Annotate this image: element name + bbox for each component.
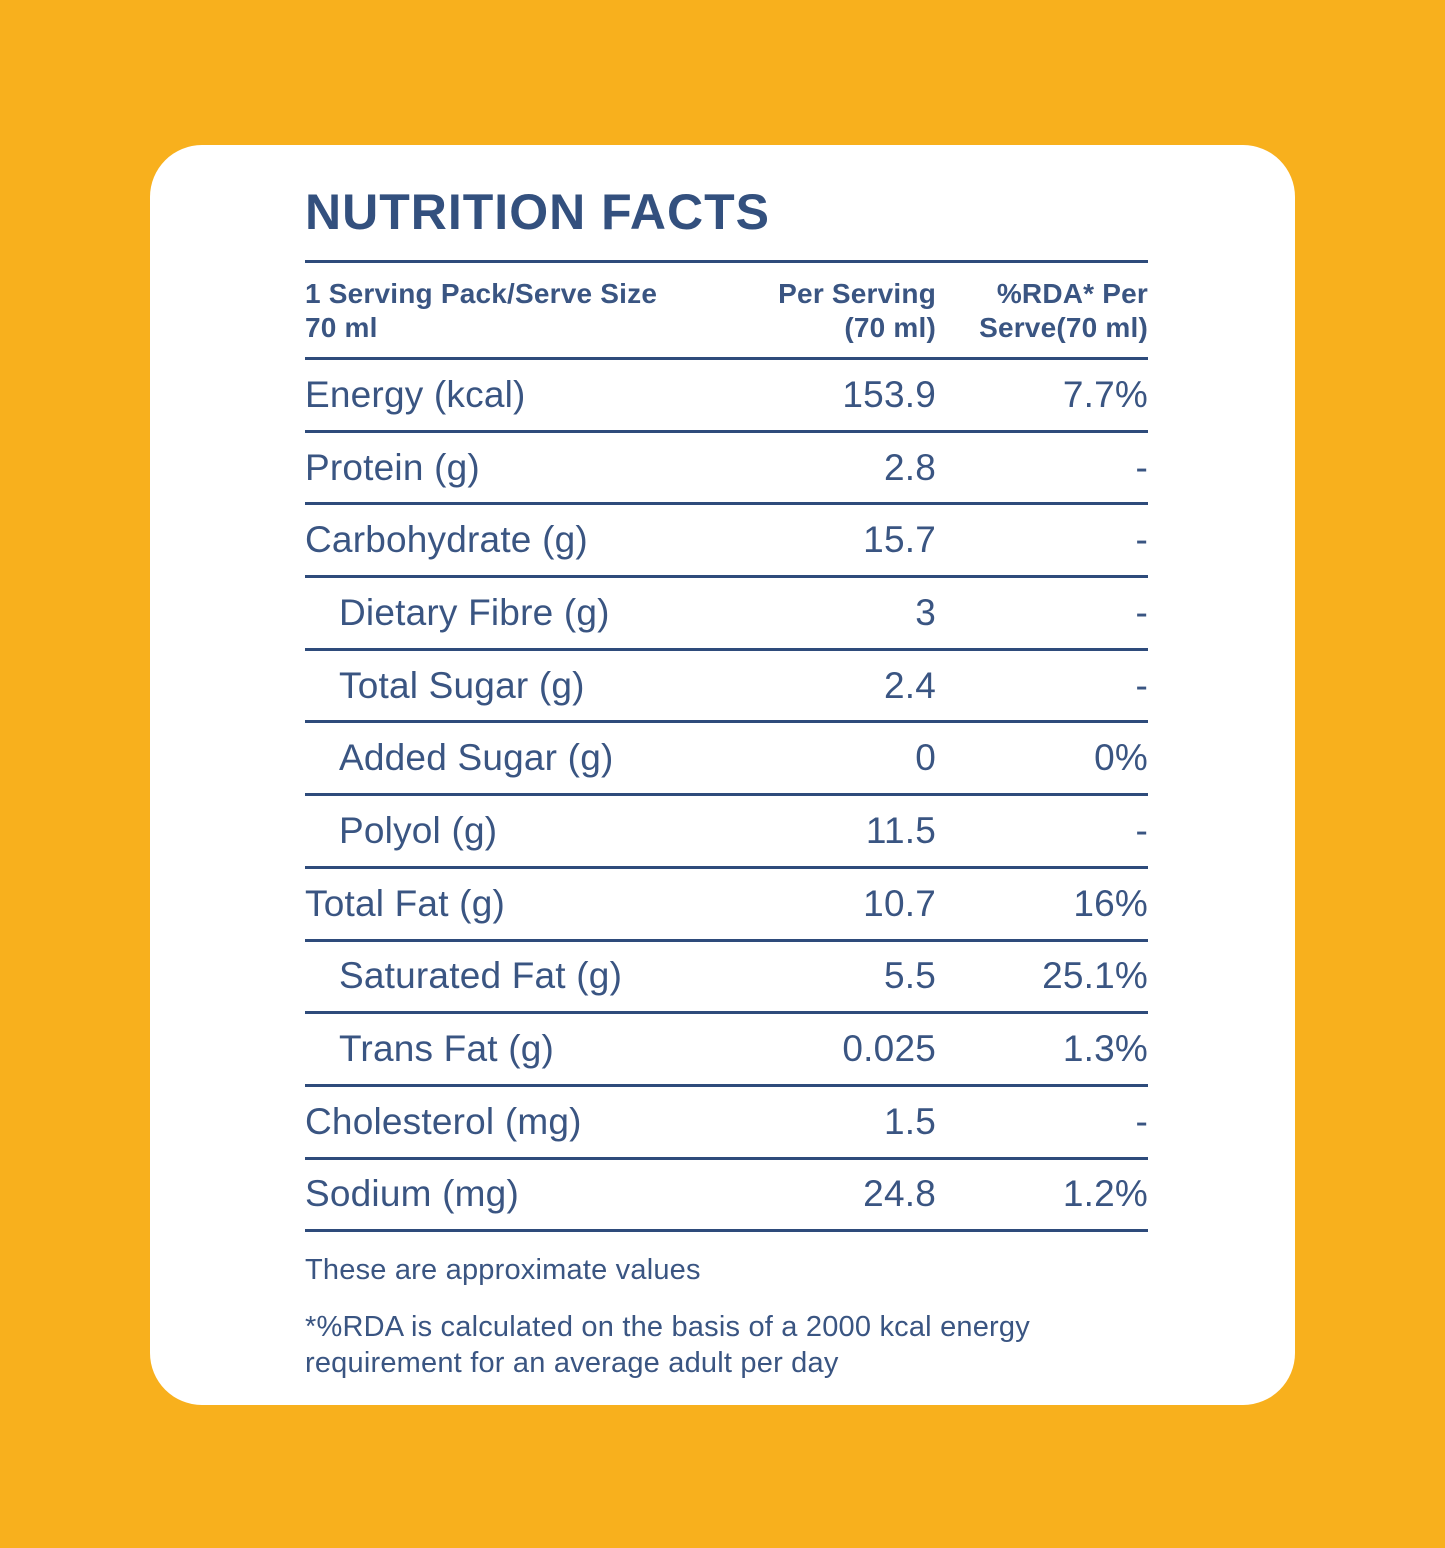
per-serving-value: 3 xyxy=(915,591,936,633)
nutrition-facts-card: NUTRITION FACTS 1 Serving Pack/Serve Siz… xyxy=(150,145,1295,1405)
nutrient-label: Energy (kcal) xyxy=(305,373,526,415)
table-row: Total Sugar (g) 2.4 - xyxy=(305,651,1148,724)
rda-value: - xyxy=(1135,1100,1148,1142)
per-serving-value: 2.8 xyxy=(883,446,936,488)
table-row: Sodium (mg) 24.8 1.2% xyxy=(305,1160,1148,1233)
per-serving-value: 0.025 xyxy=(842,1028,936,1070)
table-row: Energy (kcal) 153.9 7.7% xyxy=(305,360,1148,433)
table-row: Trans Fat (g) 0.025 1.3% xyxy=(305,1014,1148,1087)
rda-value: - xyxy=(1135,664,1148,706)
rda-value: - xyxy=(1135,809,1148,851)
table-row: Saturated Fat (g) 5.5 25.1% xyxy=(305,942,1148,1015)
nutrient-label: Protein (g) xyxy=(305,446,480,488)
approximate-values-note: These are approximate values xyxy=(305,1254,701,1287)
nutrient-label: Sodium (mg) xyxy=(305,1173,519,1215)
page-title: NUTRITION FACTS xyxy=(305,184,770,240)
per-serving-value: 10.7 xyxy=(863,882,936,924)
nutrient-label: Total Fat (g) xyxy=(305,882,505,924)
nutrient-label: Added Sugar (g) xyxy=(339,737,614,779)
table-row: Added Sugar (g) 0 0% xyxy=(305,723,1148,797)
per-serving-value: 5.5 xyxy=(883,955,936,997)
table-row: Total Fat (g) 10.7 16% xyxy=(305,869,1148,942)
table-row: Protein (g) 2.8 - xyxy=(305,433,1148,506)
rda-value: 25.1% xyxy=(1042,955,1148,997)
nutrition-table-body: Energy (kcal) 153.9 7.7% Protein (g) 2.8… xyxy=(305,360,1148,1233)
header-per-serving: Per Serving (70 ml) xyxy=(778,278,936,343)
nutrient-label: Polyol (g) xyxy=(339,809,498,851)
table-row: Cholesterol (mg) 1.5 - xyxy=(305,1087,1148,1160)
table-row: Carbohydrate (g) 15.7 - xyxy=(305,505,1148,579)
rda-value: - xyxy=(1135,519,1148,561)
header-rda: %RDA* Per Serve(70 ml) xyxy=(979,278,1148,343)
rda-value: 7.7% xyxy=(1062,373,1148,415)
table-row: Polyol (g) 11.5 - xyxy=(305,796,1148,869)
nutrient-label: Cholesterol (mg) xyxy=(305,1100,582,1142)
per-serving-value: 2.4 xyxy=(883,664,936,706)
nutrient-label: Trans Fat (g) xyxy=(339,1028,555,1070)
title-divider xyxy=(305,260,1148,263)
per-serving-value: 1.5 xyxy=(883,1100,936,1142)
per-serving-value: 15.7 xyxy=(863,519,936,561)
header-serving-info: 1 Serving Pack/Serve Size 70 ml xyxy=(305,278,658,343)
table-header-row: 1 Serving Pack/Serve Size 70 ml Per Serv… xyxy=(305,263,1148,360)
rda-footnote: *%RDA is calculated on the basis of a 20… xyxy=(305,1311,1030,1380)
nutrient-label: Saturated Fat (g) xyxy=(339,955,623,997)
nutrient-label: Carbohydrate (g) xyxy=(305,519,588,561)
per-serving-value: 24.8 xyxy=(863,1173,936,1215)
per-serving-value: 153.9 xyxy=(842,373,936,415)
rda-value: 1.3% xyxy=(1062,1028,1148,1070)
rda-value: 16% xyxy=(1073,882,1148,924)
rda-value: - xyxy=(1135,446,1148,488)
nutrient-label: Dietary Fibre (g) xyxy=(339,591,610,633)
per-serving-value: 0 xyxy=(915,737,936,779)
nutrient-label: Total Sugar (g) xyxy=(339,664,585,706)
rda-value: 1.2% xyxy=(1062,1173,1148,1215)
rda-value: - xyxy=(1135,591,1148,633)
per-serving-value: 11.5 xyxy=(865,809,936,851)
table-row: Dietary Fibre (g) 3 - xyxy=(305,578,1148,651)
rda-value: 0% xyxy=(1094,737,1148,779)
